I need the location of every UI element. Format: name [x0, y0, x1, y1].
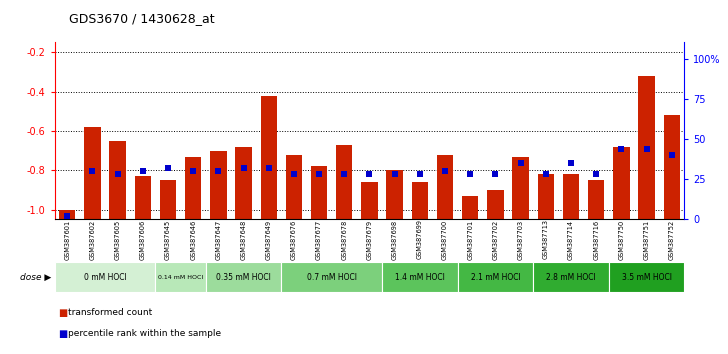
- Bar: [135, 176, 151, 219]
- Point: [666, 152, 678, 158]
- Point: [489, 172, 501, 177]
- Bar: [588, 180, 604, 219]
- Bar: [638, 76, 654, 219]
- Bar: [533, 262, 609, 292]
- Text: GDS3670 / 1430628_at: GDS3670 / 1430628_at: [69, 12, 215, 25]
- Text: ■: ■: [58, 329, 68, 339]
- Text: dose ▶: dose ▶: [20, 273, 51, 281]
- Bar: [336, 145, 352, 219]
- Bar: [206, 262, 281, 292]
- Bar: [382, 262, 458, 292]
- Point: [137, 169, 149, 174]
- Point: [389, 172, 400, 177]
- Text: ■: ■: [58, 308, 68, 318]
- Bar: [311, 166, 328, 219]
- Bar: [537, 174, 554, 219]
- Point: [414, 172, 426, 177]
- Point: [162, 165, 174, 171]
- Bar: [361, 182, 378, 219]
- Text: 0 mM HOCl: 0 mM HOCl: [84, 273, 127, 281]
- Point: [288, 172, 300, 177]
- Bar: [613, 147, 630, 219]
- Point: [112, 172, 124, 177]
- Point: [464, 172, 476, 177]
- Bar: [159, 180, 176, 219]
- Bar: [281, 262, 382, 292]
- Point: [565, 160, 577, 166]
- Bar: [458, 262, 533, 292]
- Text: transformed count: transformed count: [68, 308, 152, 317]
- Point: [590, 172, 602, 177]
- Bar: [437, 155, 454, 219]
- Point: [263, 165, 274, 171]
- Bar: [285, 155, 302, 219]
- Point: [616, 146, 628, 152]
- Text: percentile rank within the sample: percentile rank within the sample: [68, 329, 221, 338]
- Bar: [387, 170, 403, 219]
- Point: [540, 172, 552, 177]
- Point: [61, 213, 73, 219]
- Bar: [261, 96, 277, 219]
- Text: 0.35 mM HOCl: 0.35 mM HOCl: [216, 273, 271, 281]
- Bar: [411, 182, 428, 219]
- Bar: [109, 141, 126, 219]
- Point: [641, 146, 652, 152]
- Text: 2.8 mM HOCl: 2.8 mM HOCl: [546, 273, 596, 281]
- Point: [213, 169, 224, 174]
- Bar: [84, 127, 100, 219]
- Bar: [235, 147, 252, 219]
- Text: 0.7 mM HOCl: 0.7 mM HOCl: [306, 273, 357, 281]
- Text: 1.4 mM HOCl: 1.4 mM HOCl: [395, 273, 445, 281]
- Text: 3.5 mM HOCl: 3.5 mM HOCl: [622, 273, 671, 281]
- Bar: [487, 190, 504, 219]
- Bar: [210, 151, 226, 219]
- Bar: [185, 156, 202, 219]
- Point: [237, 165, 249, 171]
- Point: [439, 169, 451, 174]
- Point: [313, 172, 325, 177]
- Point: [363, 172, 376, 177]
- Bar: [155, 262, 206, 292]
- Point: [515, 160, 526, 166]
- Text: 2.1 mM HOCl: 2.1 mM HOCl: [470, 273, 521, 281]
- Bar: [59, 210, 76, 219]
- Text: 0.14 mM HOCl: 0.14 mM HOCl: [158, 274, 203, 280]
- Bar: [462, 196, 478, 219]
- Bar: [563, 174, 579, 219]
- Bar: [513, 156, 529, 219]
- Bar: [609, 262, 684, 292]
- Point: [339, 172, 350, 177]
- Bar: [55, 262, 155, 292]
- Point: [187, 169, 199, 174]
- Bar: [663, 115, 680, 219]
- Point: [87, 169, 98, 174]
